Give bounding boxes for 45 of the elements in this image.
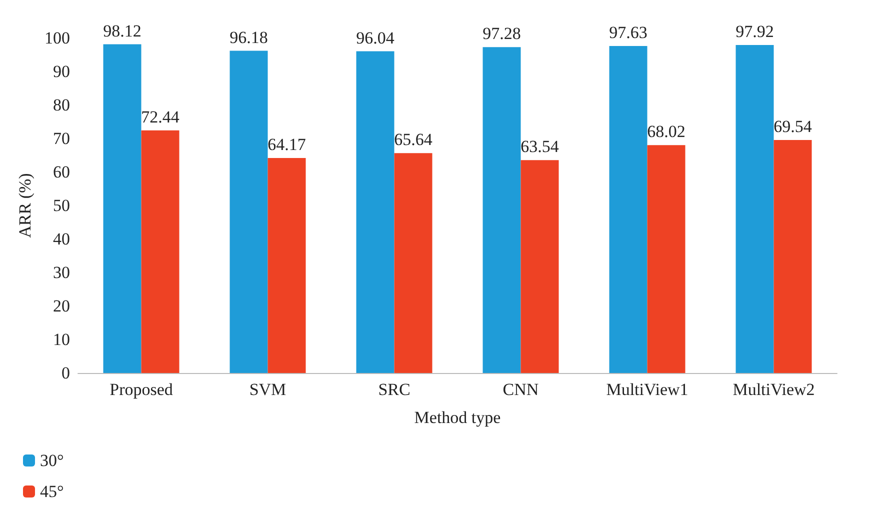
data-label: 97.63 [609,22,648,42]
data-label: 97.92 [736,22,774,41]
data-label: 72.44 [141,107,180,126]
y-tick-label: 90 [53,62,70,81]
bar [356,51,394,373]
bar [103,44,142,373]
data-label: 64.17 [268,135,306,154]
y-tick-label: 40 [53,230,70,248]
x-tick-label: Proposed [110,380,174,399]
y-tick-label: 70 [53,129,70,148]
y-tick-label: 10 [53,330,70,349]
data-label: 63.54 [520,137,560,156]
legend-label: 45° [40,482,64,501]
bar [268,158,306,373]
data-label: 65.64 [394,130,433,150]
y-tick-label: 80 [53,96,70,114]
y-axis-title: ARR (%) [16,173,35,238]
x-tick-label: SVM [249,380,286,399]
data-label: 68.02 [647,122,686,142]
bar [520,160,559,373]
x-tick-label: MultiView1 [606,380,688,399]
data-label: 97.28 [482,24,521,44]
bar [647,145,686,373]
x-tick-label: MultiView2 [732,380,815,399]
y-tick-label: 20 [53,296,70,316]
y-tick-label: 50 [53,196,70,215]
y-tick-label: 100 [44,28,70,48]
x-tick-label: SRC [378,380,410,399]
bar [482,47,521,373]
data-label: 96.04 [356,28,395,48]
legend-label: 30° [40,451,64,470]
y-tick-label: 30 [53,263,70,282]
bar [774,140,812,373]
x-axis-title: Method type [414,408,501,427]
data-label: 98.12 [103,21,142,40]
bar [736,44,774,373]
y-tick-label: 0 [62,364,70,382]
data-label: 69.54 [774,117,812,136]
data-label: 96.18 [230,28,268,47]
x-tick-label: CNN [502,380,539,399]
bar [609,46,648,373]
bar [394,153,432,373]
bar [141,130,180,373]
y-tick-label: 60 [53,162,70,182]
bar [230,50,268,373]
